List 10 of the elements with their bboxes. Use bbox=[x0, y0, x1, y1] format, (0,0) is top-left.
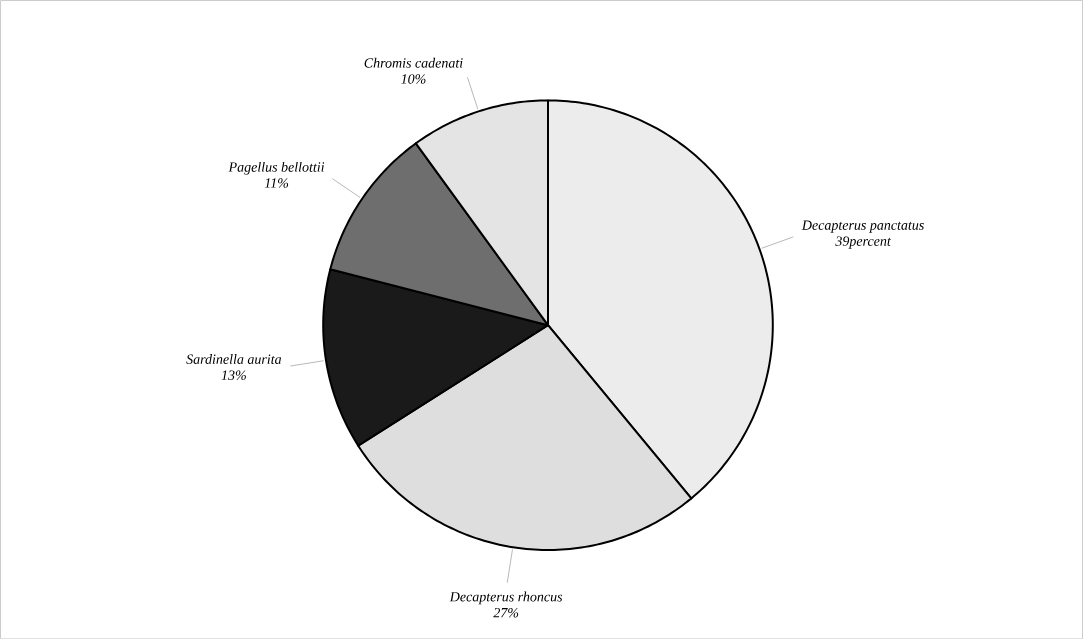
data-label: 27% bbox=[493, 607, 519, 618]
data-label: 39percent bbox=[835, 236, 892, 249]
slice-label: Decapterus rhoncus bbox=[449, 591, 563, 605]
data-label: 11% bbox=[264, 178, 289, 188]
data-label: 10% bbox=[401, 74, 426, 84]
data-label: 13% bbox=[221, 370, 246, 380]
slice-label: Sardinella aurita bbox=[186, 353, 282, 364]
slice-label: Chromis cadenati bbox=[364, 57, 463, 68]
slice-label: Pagellus bellottii bbox=[228, 161, 325, 175]
slice-label: Decapterus panctatus bbox=[801, 220, 924, 233]
